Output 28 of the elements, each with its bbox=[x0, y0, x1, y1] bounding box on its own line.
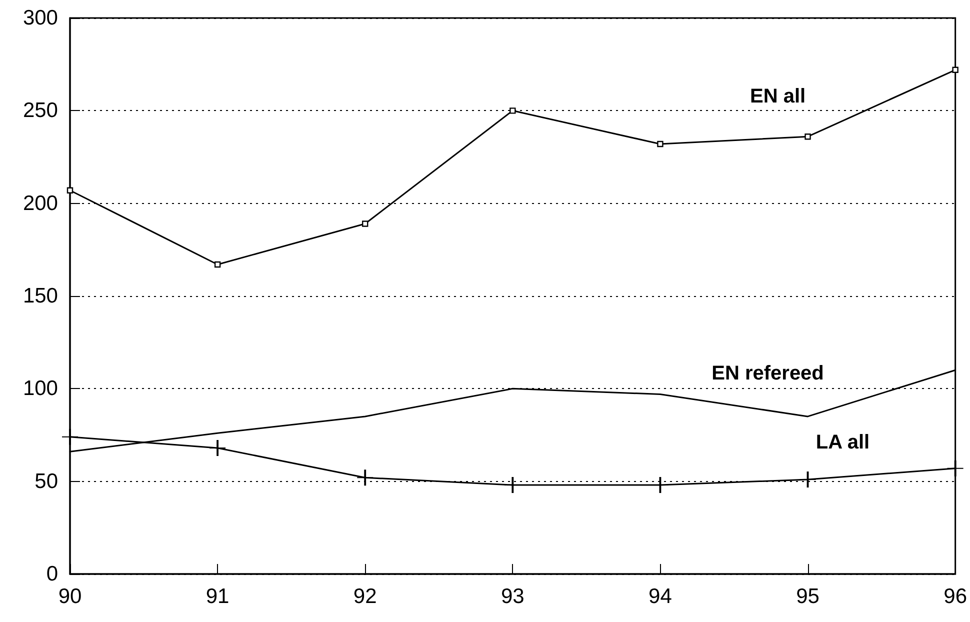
x-tick-label: 95 bbox=[796, 585, 820, 608]
series-label: LA all bbox=[816, 431, 870, 454]
point bbox=[657, 140, 664, 148]
point bbox=[357, 470, 374, 486]
point bbox=[804, 134, 811, 140]
point bbox=[62, 428, 78, 445]
point bbox=[214, 261, 221, 268]
x-tick-label: 96 bbox=[944, 585, 967, 608]
x-tick-label: 92 bbox=[353, 585, 377, 608]
point bbox=[510, 108, 516, 114]
series-label: EN all bbox=[750, 86, 806, 108]
point bbox=[362, 220, 368, 227]
y-tick-label: 0 bbox=[46, 562, 58, 586]
point bbox=[210, 440, 226, 456]
y-tick-label: 250 bbox=[22, 99, 58, 122]
point bbox=[947, 460, 964, 476]
x-tick-label: 94 bbox=[648, 585, 672, 608]
point bbox=[66, 187, 74, 194]
x-tick-label: 93 bbox=[500, 585, 524, 608]
y-tick-label: 150 bbox=[22, 284, 58, 308]
y-tick-label: 50 bbox=[34, 470, 58, 493]
y-tick-label: 200 bbox=[22, 192, 58, 215]
series-label: EN refereed bbox=[712, 362, 824, 384]
x-tick-label: 91 bbox=[206, 585, 230, 608]
point bbox=[952, 66, 958, 73]
x-tick-label: 90 bbox=[58, 585, 82, 608]
y-tick-label: 300 bbox=[22, 6, 58, 30]
y-tick-label: 100 bbox=[22, 377, 58, 400]
